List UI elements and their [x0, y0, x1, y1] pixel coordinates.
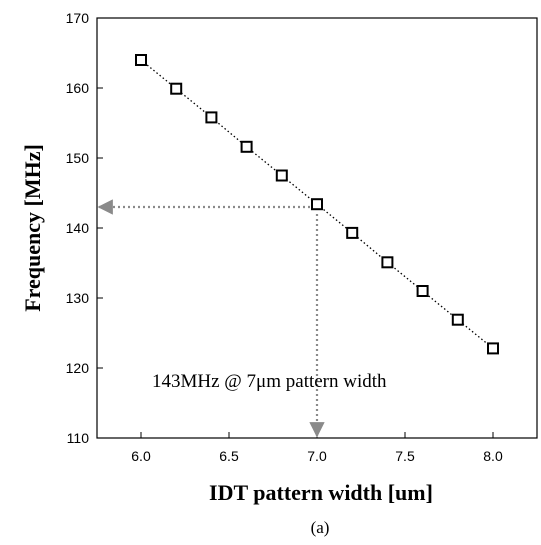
y-tick-label: 160 [66, 80, 90, 96]
y-axis-ticks: 110 120 130 140 150 160 170 [66, 10, 103, 446]
data-point [381, 256, 394, 269]
x-axis-title: IDT pattern width [um] [209, 480, 433, 505]
x-axis-ticks: 6.0 6.5 7.0 7.5 8.0 [131, 432, 503, 464]
data-series [135, 54, 499, 355]
y-tick-label: 170 [66, 10, 90, 26]
data-point [275, 169, 288, 182]
data-point [487, 342, 499, 355]
figure-caption: (a) [311, 518, 330, 537]
data-point [451, 313, 464, 326]
data-point [135, 54, 147, 66]
data-point [416, 285, 429, 297]
x-tick-label: 7.5 [395, 448, 415, 464]
y-tick-label: 110 [67, 430, 90, 446]
y-tick-label: 150 [66, 150, 90, 166]
data-point [170, 82, 183, 95]
x-tick-label: 8.0 [483, 448, 503, 464]
x-tick-label: 6.5 [219, 448, 239, 464]
y-tick-label: 140 [66, 220, 90, 236]
reference-guides [97, 199, 325, 438]
data-point [205, 111, 218, 124]
y-tick-label: 130 [66, 290, 90, 306]
data-point [346, 226, 359, 239]
annotation-text: 143MHz @ 7μm pattern width [152, 371, 387, 392]
data-point [311, 198, 323, 211]
data-point [240, 140, 253, 153]
y-tick-label: 120 [66, 360, 90, 376]
x-tick-label: 6.0 [131, 448, 151, 464]
x-tick-label: 7.0 [307, 448, 327, 464]
y-axis-title: Frequency [MHz] [20, 144, 45, 312]
